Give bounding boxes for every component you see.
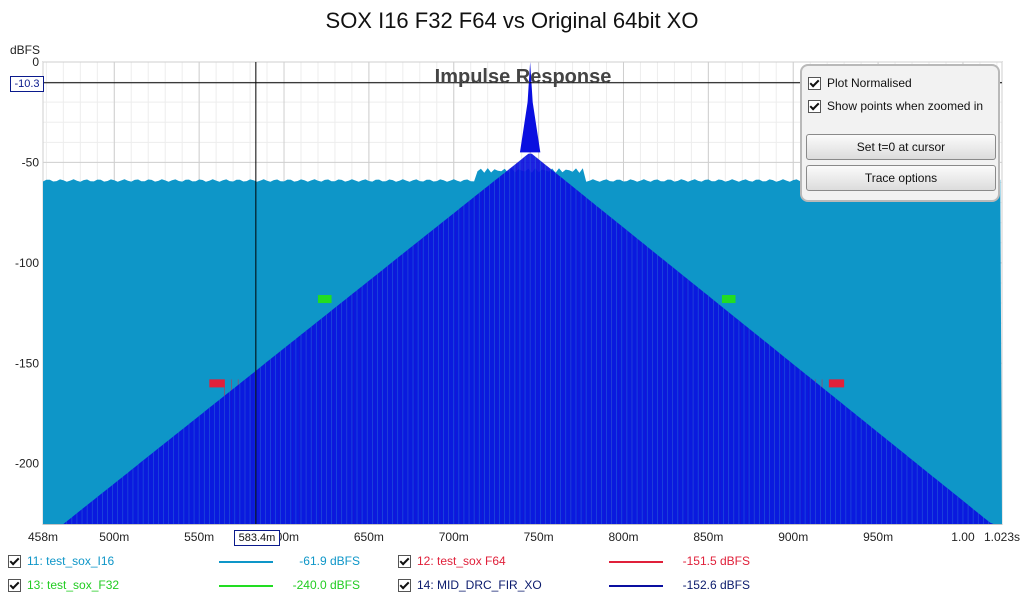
legend-swatch — [609, 585, 663, 587]
y-tick-label: -100 — [15, 256, 39, 270]
legend-item-test-sox-f32[interactable]: 13: test_sox_F32 — [8, 576, 119, 594]
legend-item-test-sox-f64[interactable]: 12: test_sox F64 — [398, 552, 506, 570]
y-tick-label: 0 — [32, 55, 39, 69]
trace-options-button[interactable]: Trace options — [806, 165, 996, 191]
chart-title: SOX I16 F32 F64 vs Original 64bit XO — [325, 8, 699, 33]
plot-options-panel: Plot Normalised Show points when zoomed … — [800, 64, 1000, 202]
legend-item-mid-drc-fir-xo[interactable]: 14: MID_DRC_FIR_XO — [398, 576, 542, 594]
cursor-y-readout: -10.3 — [10, 76, 44, 92]
trace-mid-drc-fir-xo — [59, 153, 994, 524]
trace-test-sox-f32 — [721, 295, 736, 304]
trace-test-sox-f32 — [317, 295, 332, 304]
x-tick-label: 1.023s — [984, 530, 1020, 544]
plot-normalised-label: Plot Normalised — [827, 76, 912, 90]
legend-label: 14: MID_DRC_FIR_XO — [417, 578, 542, 592]
trace-13-checkbox[interactable] — [8, 578, 21, 592]
y-tick-label: -50 — [22, 155, 40, 169]
x-tick-label: 1.00 — [951, 530, 975, 544]
x-tick-label: 800m — [608, 530, 638, 544]
legend-swatch — [219, 585, 273, 587]
legend-swatch — [219, 561, 273, 563]
x-tick-label: 500m — [99, 530, 129, 544]
y-axis-unit-label: dBFS — [10, 43, 40, 57]
trace-test-sox-f64 — [828, 379, 845, 388]
legend-swatch — [609, 561, 663, 563]
y-tick-label: -150 — [15, 356, 39, 370]
legend-label: 13: test_sox_F32 — [27, 578, 120, 592]
x-tick-label: 850m — [693, 530, 723, 544]
trace-test-sox-f64 — [209, 379, 225, 388]
x-tick-label: 550m — [184, 530, 214, 544]
legend-value: -61.9 dBFS — [299, 554, 360, 568]
legend-label: 11: test_sox_I16 — [27, 554, 115, 568]
x-tick-label: 750m — [524, 530, 554, 544]
show-points-label: Show points when zoomed in — [827, 99, 984, 113]
legend-item-test-sox-i16[interactable]: 11: test_sox_I16 — [8, 552, 114, 570]
legend-value: -240.0 dBFS — [292, 578, 360, 592]
x-tick-label: 700m — [439, 530, 469, 544]
legend-value: -151.5 dBFS — [682, 554, 750, 568]
set-t0-button[interactable]: Set t=0 at cursor — [806, 134, 996, 160]
y-tick-label: -200 — [15, 457, 39, 471]
trace-14-checkbox[interactable] — [398, 578, 411, 592]
legend-value: -152.6 dBFS — [682, 578, 750, 592]
show-points-option[interactable]: Show points when zoomed in — [808, 97, 983, 115]
x-tick-label: 458m — [28, 530, 58, 544]
trace-12-checkbox[interactable] — [398, 554, 411, 568]
x-tick-label: 950m — [863, 530, 893, 544]
trace-peak — [519, 62, 541, 153]
plot-normalised-checkbox[interactable] — [808, 76, 821, 90]
trace-11-checkbox[interactable] — [8, 554, 21, 568]
plot-normalised-option[interactable]: Plot Normalised — [808, 74, 912, 92]
legend-label: 12: test_sox F64 — [417, 554, 506, 568]
cursor-x-readout: 583.4m — [234, 530, 280, 546]
plot-inner-title: Impulse Response — [435, 66, 612, 88]
x-tick-label: 650m — [354, 530, 384, 544]
x-tick-label: 900m — [778, 530, 808, 544]
show-points-checkbox[interactable] — [808, 99, 821, 113]
